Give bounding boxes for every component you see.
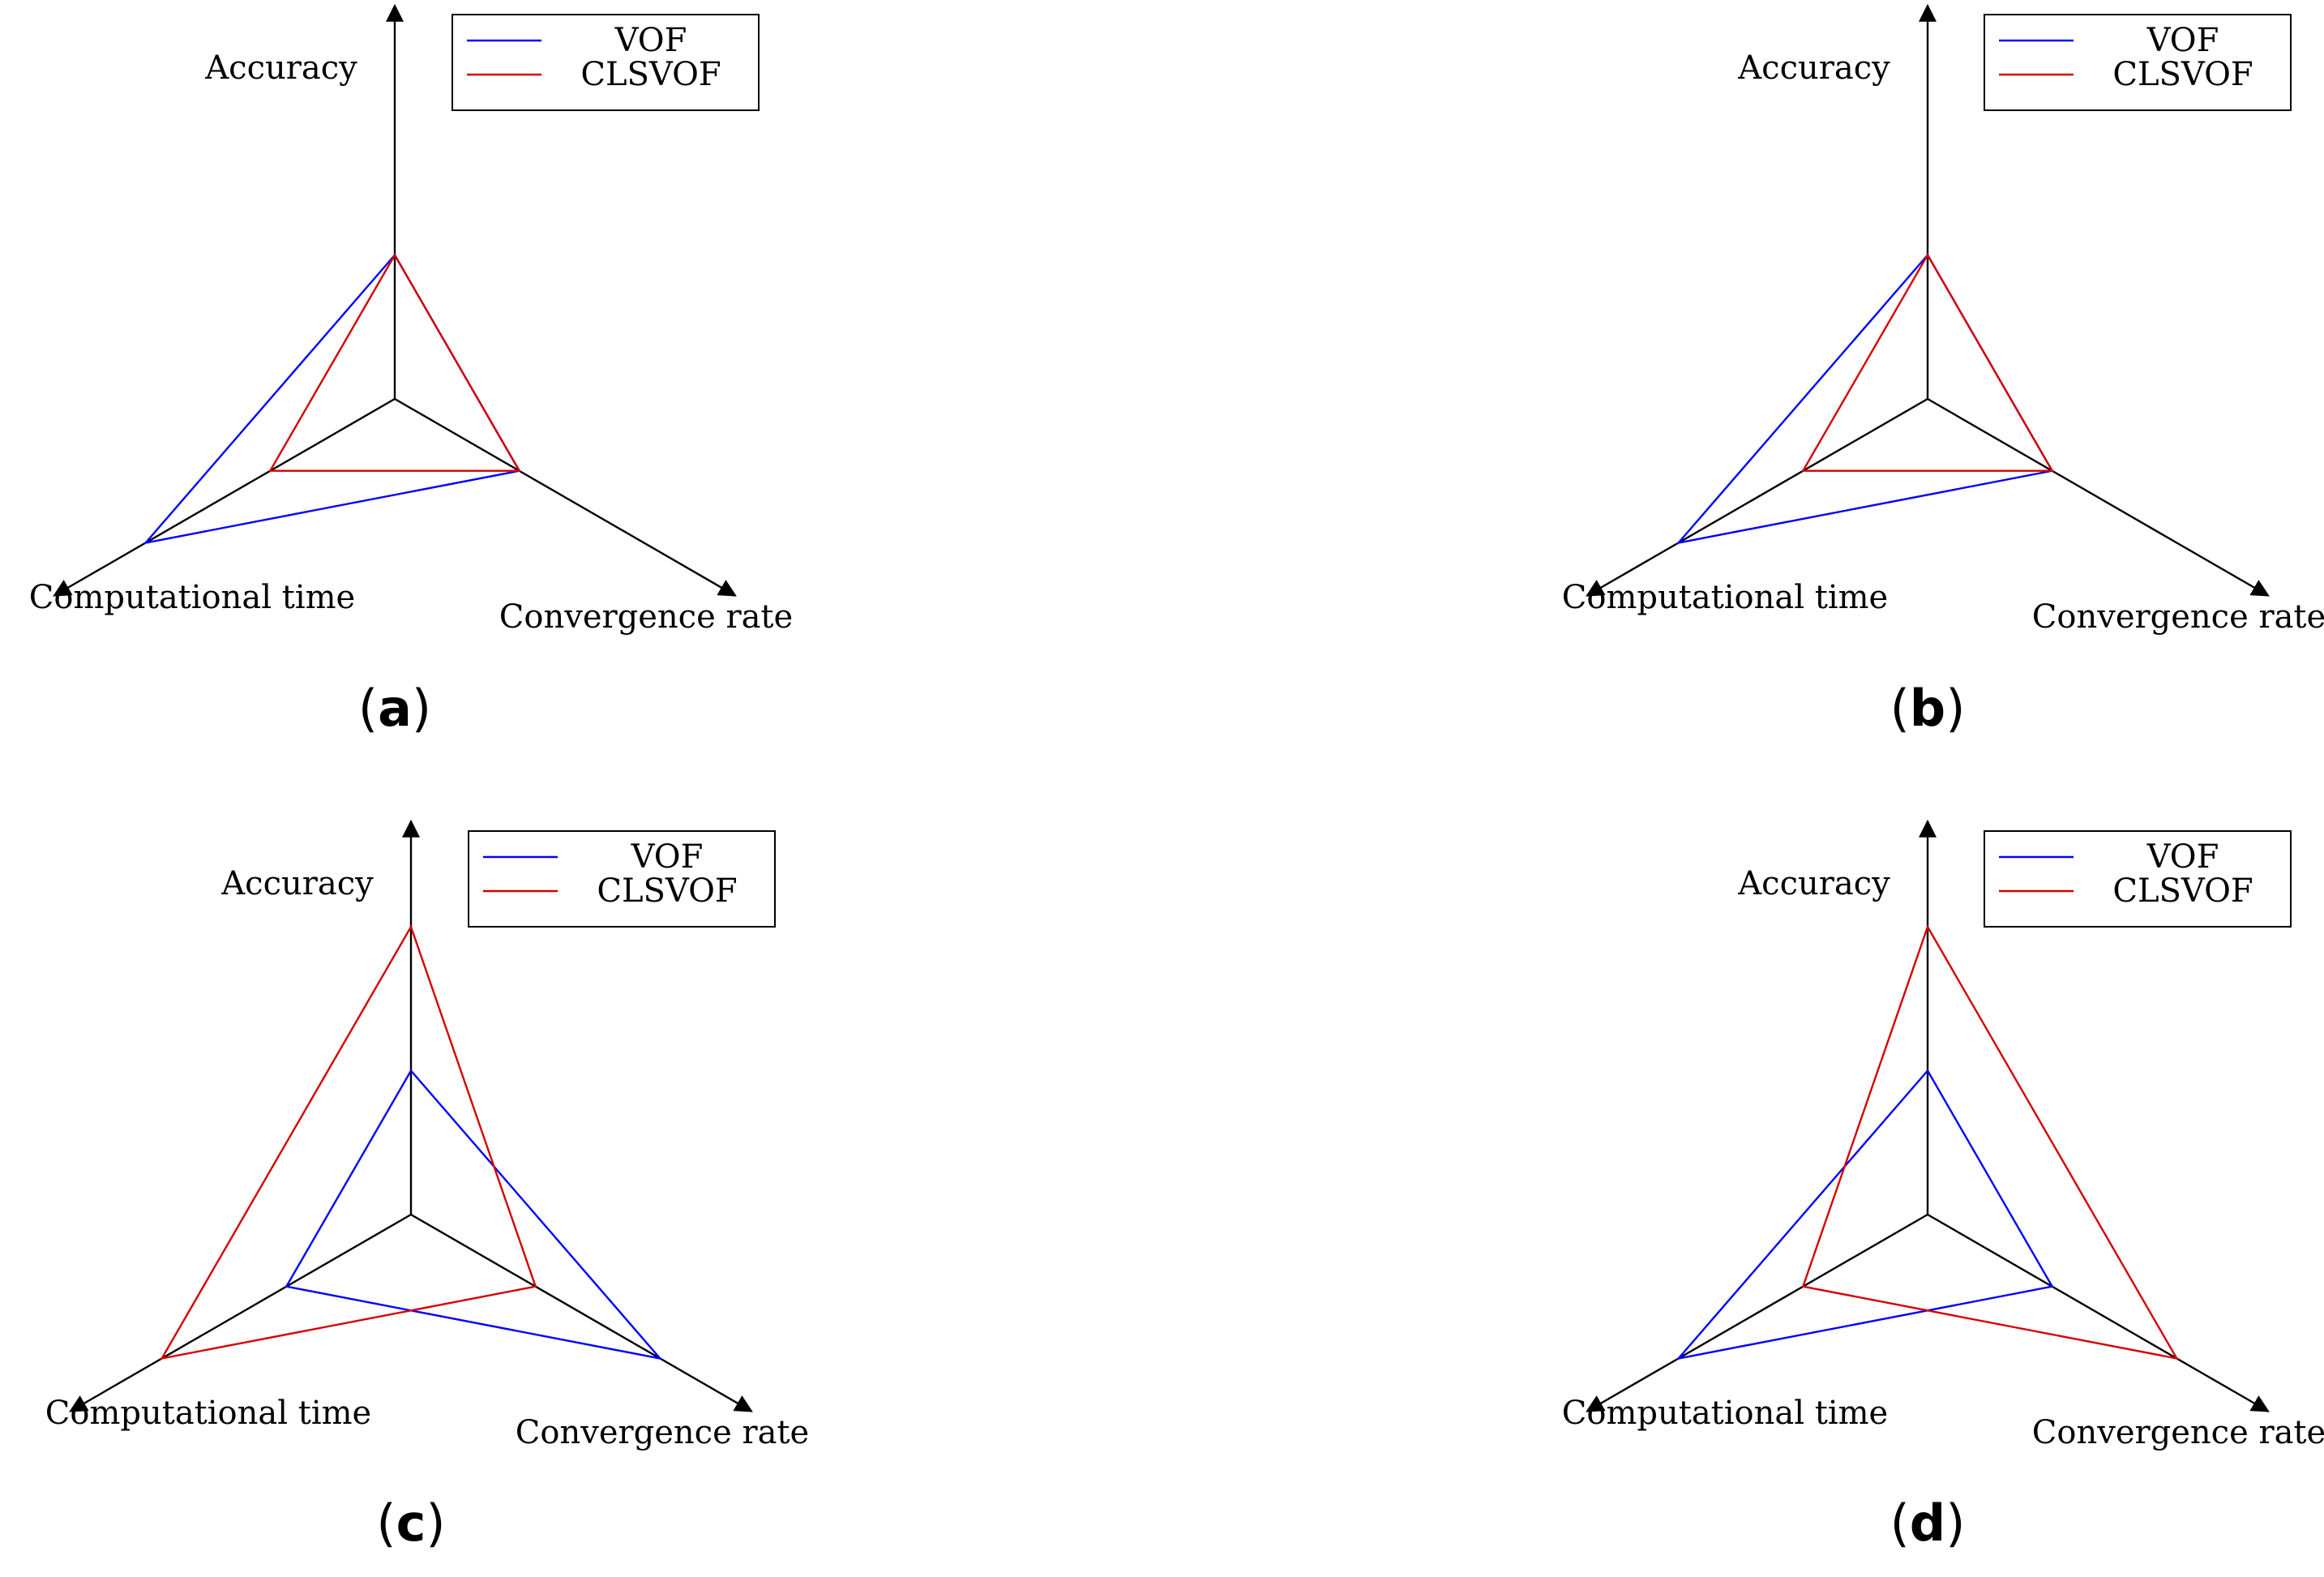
series-vof-polygon [1676,1069,2054,1361]
legend-label-clsvof: CLSVOF [580,56,721,93]
series-clsvof-polygon [1801,924,2179,1361]
axis-convergence-rate [1927,397,2270,597]
axis-label-accuracy: Accuracy [220,865,374,902]
series-vof-polygon [285,1069,663,1361]
axis-label-computational-time: Computational time [1562,1395,1888,1432]
legend-label-clsvof: CLSVOF [597,872,737,910]
axis-computational-time [53,397,396,597]
legend-box [1984,14,2292,111]
series-clsvof-polygon [160,924,537,1361]
legend-label-clsvof: CLSVOF [2112,872,2253,910]
panel-label: (c) [376,1493,445,1553]
axis-label-convergence-rate: Convergence rate [2032,1414,2324,1451]
series-vof-polygon [143,253,521,545]
legend-box [1984,830,2292,928]
series-clsvof-polygon [1801,253,2054,472]
axis-computational-time [1586,1213,1928,1412]
legend-label-clsvof: CLSVOF [2112,56,2253,93]
axis-label-computational-time: Computational time [1562,579,1888,616]
series-vof-polygon [1676,253,2054,545]
axis-label-computational-time: Computational time [45,1395,371,1432]
axis-label-computational-time: Computational time [29,579,355,616]
legend-label-vof: VOF [631,838,704,876]
legend-label-vof: VOF [2146,22,2219,59]
axis-label-accuracy: Accuracy [1737,49,1890,87]
series-clsvof-polygon [268,253,521,472]
legend-label-vof: VOF [614,22,687,59]
axis-label-convergence-rate: Convergence rate [516,1414,809,1451]
radar-panel-a: Accuracy Convergence rate Computational ti… [29,3,793,738]
axis-label-convergence-rate: Convergence rate [2032,598,2324,636]
axis-computational-time [1586,397,1928,597]
axis-computational-time [69,1213,412,1412]
radar-panel-b: Accuracy Convergence rate Computational ti… [1562,3,2324,738]
axis-label-accuracy: Accuracy [204,49,357,87]
legend-box [468,830,776,928]
axis-convergence-rate [394,397,737,597]
panel-label: (a) [358,679,431,738]
axis-label-convergence-rate: Convergence rate [499,598,793,636]
axis-convergence-rate [1927,1213,2270,1412]
panel-label: (b) [1890,679,1966,738]
radar-panel-c: Accuracy Convergence rate Computational ti… [45,819,809,1553]
legend-box [452,14,760,111]
radar-panel-d: Accuracy Convergence rate Computational ti… [1562,819,2324,1553]
axis-convergence-rate [410,1213,753,1412]
legend-label-vof: VOF [2146,838,2219,876]
panel-label: (d) [1890,1493,1966,1553]
axis-label-accuracy: Accuracy [1737,865,1890,902]
